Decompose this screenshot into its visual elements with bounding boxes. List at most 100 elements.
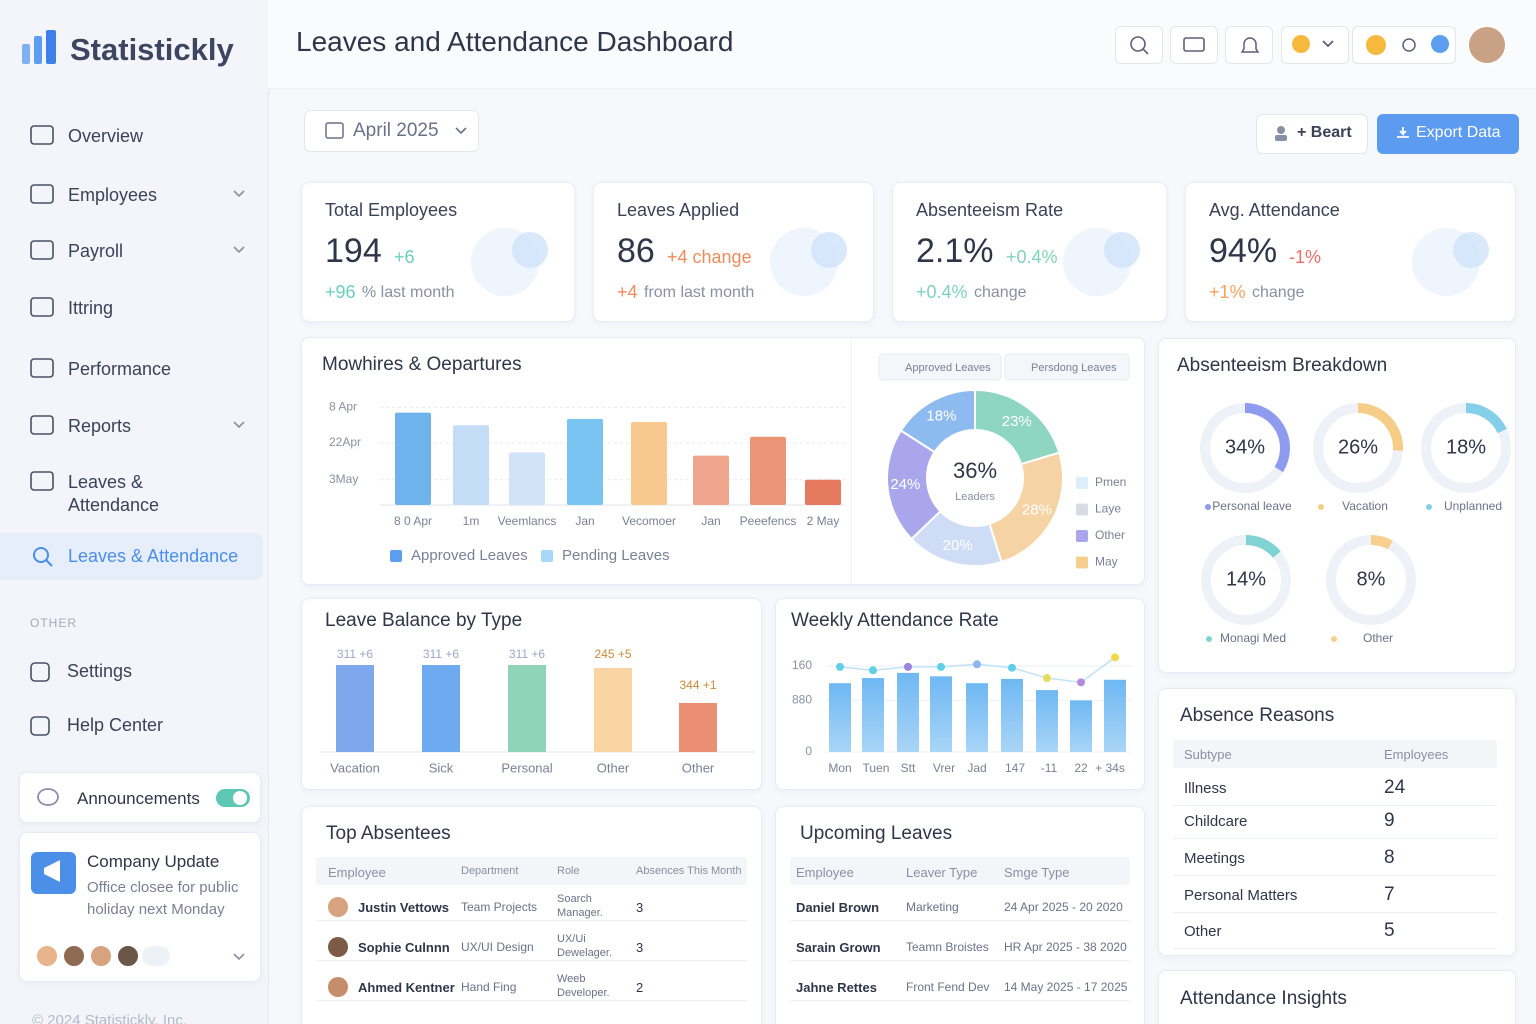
column-header: Employees: [1384, 747, 1449, 762]
cell: Other: [1184, 923, 1222, 940]
header-button[interactable]: [1115, 26, 1163, 64]
cell: 2: [636, 980, 644, 995]
nav-item[interactable]: Settings: [67, 661, 133, 681]
cell: Hand Fing: [461, 980, 517, 994]
nav-item[interactable]: Employees: [68, 185, 158, 205]
footer: © 2024 Statistickly, Inc.: [32, 1012, 188, 1024]
cell-name: Sophie Culnnn: [358, 940, 450, 955]
cell: UX/Ui Dewelager.: [557, 933, 613, 959]
header-button[interactable]: [1281, 26, 1349, 64]
nav-item-active[interactable]: Leaves & Attendance: [68, 546, 239, 566]
kpi-value: 86: [617, 232, 655, 270]
row-divider: [316, 1000, 747, 1001]
nav-item[interactable]: Performance: [68, 359, 172, 379]
kpi-title: Absenteeism Rate: [916, 200, 1064, 220]
chart-title: Mowhires & Oepartures: [322, 354, 522, 375]
table-card: [1158, 688, 1516, 956]
kpi-sub-text: change: [974, 284, 1027, 301]
row-divider: [790, 960, 1130, 961]
kpi-value: 2.1%: [916, 232, 994, 270]
update-text: Office closee for public holiday next Mo…: [87, 879, 239, 918]
chart-title: Leave Balance by Type: [325, 610, 523, 631]
kpi-sub-text: change: [1252, 284, 1305, 301]
table-header: [790, 857, 1130, 885]
cell: 3: [636, 940, 644, 955]
cell-name: Daniel Brown: [796, 900, 880, 915]
header-button[interactable]: [1352, 26, 1456, 64]
kpi-sub-text: from last month: [644, 284, 755, 301]
cell: Weeb Developer.: [557, 973, 610, 999]
page-title: Leaves and Attendance Dashboard: [296, 26, 734, 57]
button-label[interactable]: + Beart: [1297, 124, 1352, 141]
kpi-sub-text: % last month: [362, 284, 455, 301]
kpi-sub-value: +4: [617, 282, 638, 302]
row-divider: [1173, 912, 1497, 913]
chart-title: Weekly Attendance Rate: [791, 610, 999, 631]
cell: UX/UI Design: [461, 940, 534, 954]
column-header: Absences This Month: [636, 865, 742, 877]
column-header: Employee: [328, 865, 386, 880]
cell: HR Apr 2025 - 38 2020: [1004, 940, 1127, 954]
insights-card: [1158, 970, 1516, 1024]
cell: 24 Apr 2025 - 20 2020: [1004, 900, 1123, 914]
cell: Illness: [1184, 780, 1227, 797]
cell-name: Justin Vettows: [358, 900, 450, 915]
kpi-sub-value: +1%: [1209, 282, 1246, 302]
cell: Soarch Manager.: [557, 893, 603, 919]
cell: 3: [636, 900, 644, 915]
header-button[interactable]: [1170, 26, 1218, 64]
row-divider: [1173, 875, 1497, 876]
row-divider: [790, 1000, 1130, 1001]
card-title: Upcoming Leaves: [800, 823, 953, 844]
row-divider: [316, 960, 747, 961]
cell: Teamn Broistes: [906, 940, 989, 954]
kpi-delta: +6: [394, 247, 415, 267]
column-header: Smge Type: [1004, 865, 1070, 880]
row-divider: [790, 920, 1130, 921]
cell-value: 9: [1384, 810, 1395, 831]
button[interactable]: [1256, 114, 1368, 154]
cell: 14 May 2025 - 17 2025: [1004, 980, 1128, 994]
cell: Childcare: [1184, 813, 1248, 830]
cell-value: 7: [1384, 884, 1395, 905]
announcements[interactable]: Announcements: [77, 789, 200, 808]
cell-value: 5: [1384, 920, 1395, 941]
kpi-value: 194: [325, 232, 382, 270]
cell: Meetings: [1184, 850, 1245, 867]
row-divider: [1173, 805, 1497, 806]
column-header: Leaver Type: [906, 865, 978, 880]
table-header: [1173, 740, 1497, 768]
column-header: Subtype: [1184, 747, 1232, 762]
row-divider: [1173, 838, 1497, 839]
kpi-delta: +4 change: [667, 247, 752, 267]
nav-item[interactable]: Help Center: [67, 715, 164, 735]
cell: Front Fend Dev: [906, 980, 990, 994]
nav-item[interactable]: Reports: [68, 416, 132, 436]
cell-name: Jahne Rettes: [796, 980, 877, 995]
cell: Team Projects: [461, 900, 538, 914]
nav-item[interactable]: Ittring: [68, 298, 114, 318]
button-label[interactable]: Export Data: [1416, 124, 1501, 141]
card-title: Attendance Insights: [1180, 988, 1347, 1009]
header-button[interactable]: [1225, 26, 1273, 64]
row-divider: [316, 920, 747, 921]
kpi-value: 94%: [1209, 232, 1278, 270]
nav-item[interactable]: Overview: [68, 126, 144, 146]
breakdown-card: [1158, 338, 1516, 673]
date-label[interactable]: April 2025: [353, 120, 439, 141]
kpi-delta: -1%: [1289, 247, 1322, 267]
card-title: Absenteeism Breakdown: [1177, 355, 1388, 376]
cell: Personal Matters: [1184, 887, 1298, 904]
nav-item[interactable]: Leaves & Attendance: [68, 472, 160, 515]
cell-name: Ahmed Kentner: [358, 980, 455, 995]
table-header: [316, 857, 747, 885]
brand: Statistickly: [70, 32, 234, 67]
toggle-knob: [233, 791, 247, 805]
kpi-title: Avg. Attendance: [1209, 200, 1340, 220]
nav-item[interactable]: Payroll: [68, 241, 124, 261]
cell-value: 8: [1384, 847, 1395, 868]
kpi-delta: +0.4%: [1006, 247, 1058, 267]
card-title: Absence Reasons: [1180, 705, 1335, 726]
